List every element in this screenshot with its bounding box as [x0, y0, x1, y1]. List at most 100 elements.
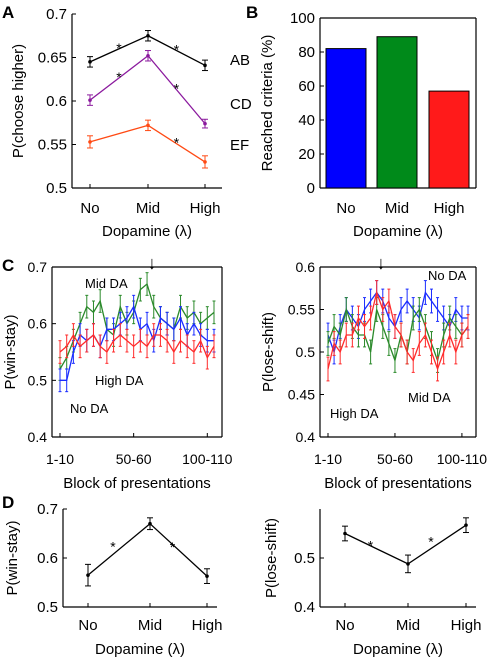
y-tick-label: 80 — [298, 44, 315, 61]
significance-mark: * — [174, 81, 180, 97]
legend-label: CD — [230, 96, 252, 113]
chart-b: 0 20 40 60 80 100 Reached criteria (%) Dopamine… — [259, 10, 477, 240]
x-tick-label: No — [335, 617, 354, 634]
y-tick-label: 0.6 — [296, 259, 316, 275]
x-tick-label: 50-60 — [116, 451, 152, 467]
data-point — [146, 123, 150, 128]
data-point — [86, 573, 90, 577]
y-tick-label: 0 — [307, 180, 315, 197]
y-tick-label: 0.5 — [296, 344, 316, 360]
legend-label: High DA — [330, 406, 379, 421]
data-point — [88, 140, 92, 144]
y-tick-label: 0.7 — [37, 501, 58, 518]
significance-mark: * — [368, 538, 374, 554]
y-axis-label: P(win-stay) — [4, 520, 21, 595]
significance-mark: * — [174, 42, 180, 58]
legend-label: AB — [230, 52, 250, 69]
y-tick-label: 100 — [290, 10, 315, 27]
series-line — [60, 305, 214, 381]
series-line — [59, 333, 215, 360]
y-tick-label: 0.55 — [288, 302, 315, 318]
series-line — [327, 307, 469, 363]
x-tick-label: High — [451, 617, 482, 634]
y-tick-label: 60 — [298, 78, 315, 95]
x-axis-label: Dopamine (λ) — [95, 641, 185, 658]
data-point — [88, 98, 92, 102]
x-tick-label: 50-60 — [377, 451, 413, 467]
chart-c-win-stay: 0.4 0.5 0.6 0.7 P(win-stay) Block of presenta… — [2, 253, 233, 492]
series-line — [327, 290, 469, 371]
y-tick-label: 0.7 — [46, 6, 67, 23]
y-tick-label: 0.5 — [28, 372, 48, 388]
data-point — [88, 60, 92, 64]
x-tick-label: Mid — [396, 617, 420, 634]
data-point — [343, 531, 347, 536]
y-tick-label: 0.4 — [294, 599, 315, 616]
data-point — [203, 160, 207, 164]
chart-d-lose-shift: 0.4 0.5 P(lose-shift) Dopamine (λ) No Mid High… — [263, 509, 481, 658]
x-tick-label: Mid — [138, 617, 162, 634]
panel-letter-c: C — [2, 256, 14, 275]
y-tick-label: 20 — [298, 146, 315, 163]
x-axis-label: Dopamine (λ) — [353, 641, 443, 658]
x-tick-label: 1-10 — [46, 451, 74, 467]
chart-a: 0.5 0.55 0.6 0.65 0.7 P(choose higher) Dopamin… — [10, 6, 252, 240]
y-axis-label: P(lose-shift) — [263, 518, 280, 598]
chart-d-win-stay: 0.5 0.6 0.7 P(win-stay) Dopamine (λ) No Mid Hig… — [4, 501, 222, 658]
y-axis-label: P(choose higher) — [10, 44, 27, 158]
series-line — [87, 522, 208, 577]
data-point — [464, 523, 468, 527]
y-tick-label: 0.6 — [37, 550, 58, 567]
y-tick-label: 0.5 — [37, 599, 58, 616]
y-tick-label: 0.7 — [28, 259, 48, 275]
y-tick-label: 0.4 — [296, 429, 316, 445]
x-tick-label: 100-110 — [182, 451, 233, 467]
significance-mark: * — [116, 69, 122, 85]
legend-label: Mid DA — [408, 390, 451, 405]
legend-label: No DA — [70, 401, 109, 416]
x-tick-label: 1-10 — [314, 451, 342, 467]
x-tick-label: No — [78, 617, 97, 634]
x-tick-label: Mid — [136, 200, 160, 217]
x-tick-label: High — [190, 200, 221, 217]
y-tick-label: 0.5 — [46, 180, 67, 197]
y-tick-label: 0.5 — [294, 550, 315, 567]
data-point — [146, 33, 150, 38]
y-axis-label: P(win-stay) — [2, 314, 19, 389]
x-tick-label: No — [336, 200, 355, 217]
legend-label: EF — [230, 137, 249, 154]
bar — [376, 36, 418, 189]
data-point — [203, 63, 207, 68]
x-axis-label: Dopamine (λ) — [353, 223, 443, 240]
y-tick-label: 0.4 — [28, 429, 48, 445]
data-point — [406, 562, 410, 566]
panel-letter-b: B — [246, 3, 258, 22]
significance-mark: * — [110, 538, 116, 554]
x-tick-label: High — [192, 617, 223, 634]
data-point — [146, 53, 150, 58]
panel-letter-d: D — [2, 493, 14, 512]
x-axis-label: Dopamine (λ) — [102, 223, 192, 240]
y-axis-label: P(lose-shift) — [260, 312, 277, 392]
x-axis-label: Block of presentations — [324, 475, 472, 492]
data-point — [205, 574, 209, 578]
series-line — [327, 290, 468, 355]
legend-label: No DA — [428, 268, 467, 283]
series-line — [89, 54, 206, 125]
data-point — [203, 121, 207, 126]
bar — [325, 48, 367, 189]
series-line — [59, 282, 215, 370]
x-axis-label: Block of presentations — [63, 475, 211, 492]
series-line — [344, 524, 467, 565]
legend-label: Mid DA — [85, 276, 128, 291]
y-tick-label: 0.65 — [38, 50, 67, 67]
chart-c-lose-shift: 0.4 0.45 0.5 0.55 0.6 P(lose-shift) Block of p… — [260, 253, 487, 492]
x-tick-label: No — [80, 200, 99, 217]
significance-mark: * — [116, 40, 122, 56]
significance-mark: * — [428, 534, 434, 550]
arrow-marker: ↓ — [148, 253, 157, 273]
x-tick-label: High — [434, 200, 465, 217]
y-tick-label: 0.6 — [28, 316, 48, 332]
arrow-marker: ↓ — [377, 253, 386, 273]
